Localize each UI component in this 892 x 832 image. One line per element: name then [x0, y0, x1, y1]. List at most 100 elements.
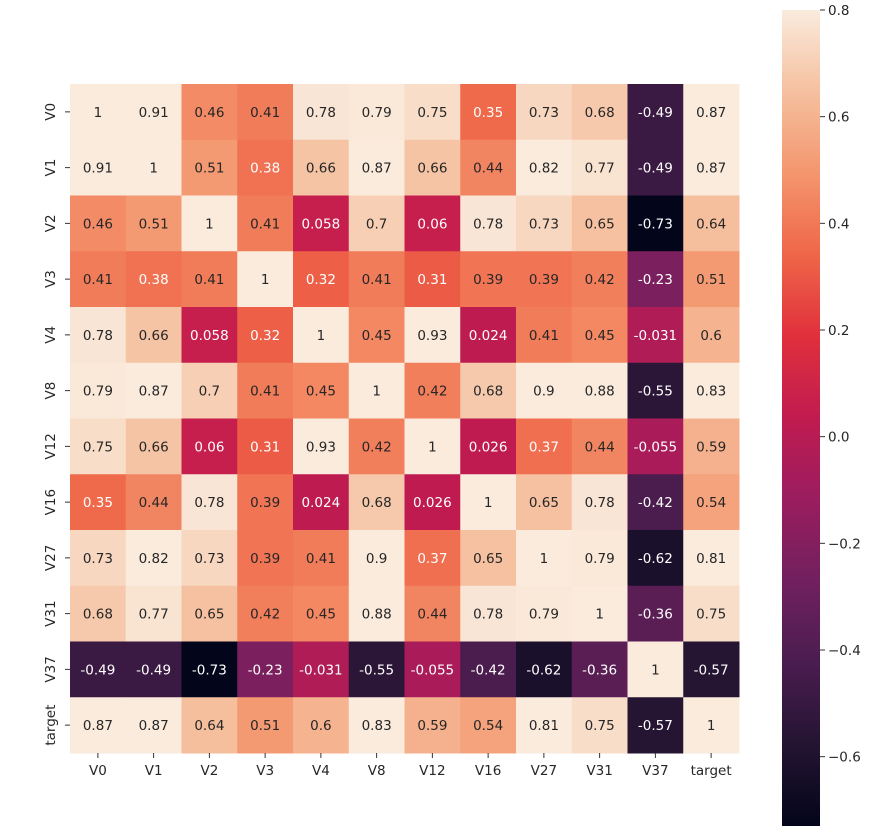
colorbar-tick-label: −0.4 [828, 643, 861, 659]
heatmap-cell [516, 251, 573, 308]
col-tick-label: V2 [200, 763, 218, 779]
heatmap-cell [516, 195, 573, 252]
cell-value-label: -0.055 [411, 662, 455, 678]
heatmap-cell [70, 697, 127, 754]
cell-value-label: 0.79 [362, 105, 392, 121]
cell-value-label: 0.59 [696, 439, 726, 455]
heatmap-cell [181, 139, 238, 196]
heatmap-cell [516, 84, 573, 141]
cell-value-label: 0.64 [194, 718, 224, 734]
cell-value-label: 1 [205, 216, 214, 232]
cell-value-label: 0.93 [417, 328, 447, 344]
cell-value-label: 0.51 [139, 216, 169, 232]
cell-value-label: -0.36 [638, 607, 673, 623]
cell-value-label: -0.055 [634, 439, 678, 455]
cell-value-label: 0.77 [585, 161, 615, 177]
cell-value-label: 0.83 [696, 384, 726, 400]
colorbar-tick-label: −0.6 [828, 750, 861, 766]
cell-value-label: 0.41 [83, 272, 113, 288]
heatmap-cell [237, 139, 294, 196]
cell-value-label: 0.78 [585, 495, 615, 511]
cell-value-label: 0.78 [306, 105, 336, 121]
cell-value-label: 1 [261, 272, 270, 288]
heatmap-cell [571, 641, 628, 698]
cell-value-label: 1 [149, 161, 158, 177]
cell-value-label: 1 [540, 551, 549, 567]
heatmap-cell [571, 195, 628, 252]
heatmap-cell [181, 530, 238, 587]
heatmap-cell [571, 585, 628, 642]
heatmap-cell [683, 139, 740, 196]
cell-value-label: -0.36 [582, 662, 617, 678]
col-tick-label: V37 [642, 763, 668, 779]
heatmap-cell [70, 530, 127, 587]
cell-value-label: 0.32 [306, 272, 336, 288]
heatmap-cell [683, 530, 740, 587]
heatmap-cell [237, 195, 294, 252]
cell-value-label: 0.41 [250, 384, 280, 400]
heatmap-cell [70, 307, 127, 364]
heatmap-cell [683, 362, 740, 419]
cell-value-label: 0.77 [139, 607, 169, 623]
cell-value-label: 0.026 [469, 439, 508, 455]
col-tick-label: V27 [531, 763, 557, 779]
heatmap-cell [404, 530, 461, 587]
heatmap-cell [293, 251, 350, 308]
cell-value-label: 0.78 [194, 495, 224, 511]
heatmap-cell [627, 697, 684, 754]
row-tick-label: V12 [43, 433, 59, 459]
heatmap-cell [237, 251, 294, 308]
heatmap-cell [516, 418, 573, 475]
cell-value-label: -0.57 [638, 718, 673, 734]
cell-value-label: 0.058 [302, 216, 341, 232]
heatmap-cell [293, 641, 350, 698]
heatmap-cell [627, 418, 684, 475]
heatmap-cell [460, 84, 517, 141]
heatmap-cell [460, 139, 517, 196]
cell-value-label: -0.73 [638, 216, 673, 232]
cell-value-label: 0.91 [139, 105, 169, 121]
heatmap-cell [293, 139, 350, 196]
heatmap-cell [293, 307, 350, 364]
heatmap-cell [348, 585, 405, 642]
cell-value-label: 0.73 [529, 216, 559, 232]
col-tick-label: V1 [145, 763, 163, 779]
cell-value-label: 0.88 [362, 607, 392, 623]
heatmap-cell [70, 641, 127, 698]
heatmap-cell [125, 139, 182, 196]
cell-value-label: 0.78 [83, 328, 113, 344]
heatmap-cell [460, 362, 517, 419]
heatmap-cell [404, 641, 461, 698]
cell-value-label: -0.031 [634, 328, 678, 344]
heatmap-cell [181, 474, 238, 531]
cell-value-label: 0.41 [362, 272, 392, 288]
heatmap-cell [404, 474, 461, 531]
cell-value-label: 0.66 [306, 161, 336, 177]
heatmap-cell [70, 251, 127, 308]
heatmap-cell [181, 307, 238, 364]
cell-value-label: 0.42 [585, 272, 615, 288]
heatmap-cell [404, 362, 461, 419]
cell-value-label: -0.23 [248, 662, 283, 678]
heatmap-cell [125, 362, 182, 419]
cell-value-label: 0.6 [700, 328, 721, 344]
heatmap-cell [460, 530, 517, 587]
cell-value-label: 0.68 [362, 495, 392, 511]
heatmap-cell [181, 418, 238, 475]
cell-value-label: 1 [372, 384, 381, 400]
heatmap-cell [237, 530, 294, 587]
cell-value-label: 0.46 [194, 105, 224, 121]
cell-value-label: 0.35 [473, 105, 503, 121]
heatmap-cell [348, 474, 405, 531]
cell-value-label: 0.73 [529, 105, 559, 121]
heatmap-cell [460, 418, 517, 475]
heatmap-cell [404, 697, 461, 754]
heatmap-cell [181, 697, 238, 754]
cell-value-label: 0.81 [696, 551, 726, 567]
heatmap-cell [404, 418, 461, 475]
row-tick-label: V1 [43, 159, 59, 177]
cell-value-label: 0.44 [473, 161, 503, 177]
colorbar-tick-label: 0.6 [828, 110, 849, 126]
cell-value-label: 0.65 [473, 551, 503, 567]
cell-value-label: 0.31 [250, 439, 280, 455]
